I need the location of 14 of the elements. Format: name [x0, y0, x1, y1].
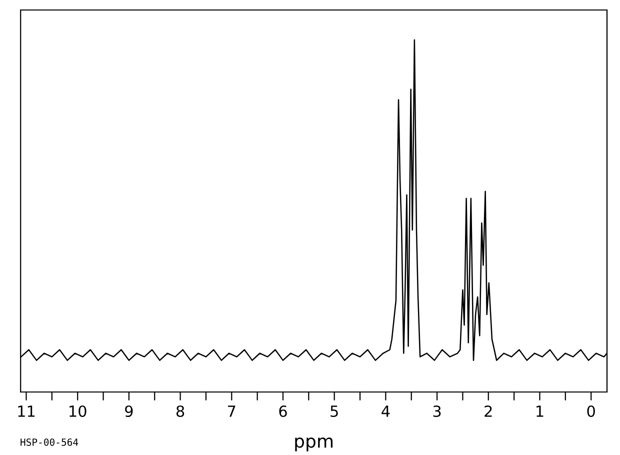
x-tick-label: 5 — [330, 406, 338, 418]
x-axis-title: ppm — [295, 437, 333, 452]
x-tick-label: 6 — [279, 405, 287, 418]
x-tick-label: 11 — [18, 406, 35, 417]
x-tick-label: 2 — [484, 405, 492, 417]
x-tick-label: 1 — [536, 406, 544, 417]
x-tick-label: 8 — [176, 405, 184, 418]
x-tick-label: 4 — [382, 406, 390, 417]
x-tick-label: 10 — [70, 405, 86, 418]
x-tick-label: 7 — [228, 406, 236, 417]
x-tick-label: 0 — [587, 405, 595, 418]
x-tick-label: 3 — [433, 405, 441, 418]
x-tick-label: 9 — [125, 405, 133, 418]
text: HSP-00-564 — [20, 438, 78, 446]
